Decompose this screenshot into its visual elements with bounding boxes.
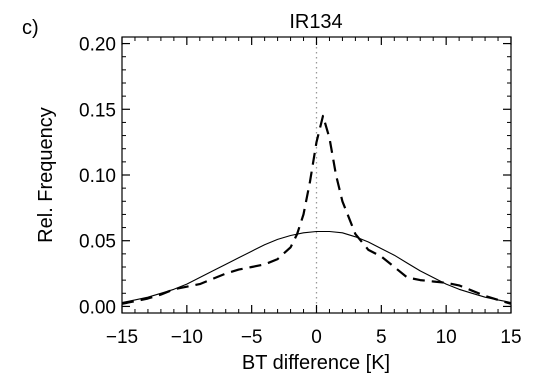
x-tick-label: −10	[171, 327, 203, 348]
x-tick-label: −5	[241, 327, 263, 348]
y-tick-label: 0.00	[79, 297, 116, 318]
x-tick-label: 15	[500, 327, 521, 348]
series-line-solid	[121, 230, 512, 304]
panel-label: c)	[22, 17, 39, 39]
y-tick-label: 0.15	[79, 100, 116, 121]
series-layer	[121, 114, 512, 305]
x-tick-label: 10	[436, 327, 457, 348]
x-tick-label: −15	[106, 327, 138, 348]
y-axis-title: Rel. Frequency	[35, 107, 57, 243]
y-tick-label: 0.10	[79, 166, 116, 187]
x-tick-label: 5	[376, 327, 387, 348]
x-axis: −15 −10 −5 0 5 10 15	[106, 37, 522, 348]
chart-title: IR134	[289, 11, 342, 33]
y-tick-label: 0.05	[79, 232, 116, 253]
x-tick-label: 0	[311, 327, 322, 348]
y-axis: 0.00 0.05 0.10 0.15 0.20	[79, 35, 511, 318]
x-axis-title: BT difference [K]	[242, 352, 390, 374]
y-tick-label: 0.20	[79, 35, 116, 56]
series-line-dashed	[121, 114, 512, 305]
